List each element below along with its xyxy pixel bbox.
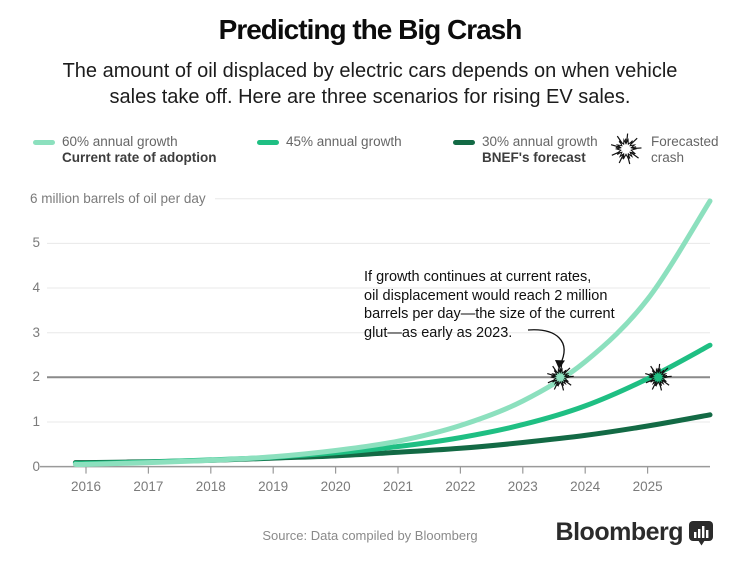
legend-item-30pct: 30% annual growth BNEF's forecast [453, 134, 598, 165]
y-axis-label: 2 [32, 369, 40, 385]
legend-label-60pct: 60% annual growth [62, 134, 178, 149]
x-axis-label: 2025 [632, 479, 663, 494]
legend-sublabel-30pct: BNEF's forecast [482, 149, 586, 165]
series-line-45 [72, 342, 713, 467]
annotation-arrowhead [555, 360, 565, 369]
y-axis-label: 1 [32, 414, 40, 429]
y-axis-label: 6 million barrels of oil per day [30, 190, 206, 206]
legend-swatch-60pct [33, 140, 55, 145]
crash-burst-icon [547, 363, 574, 391]
line-chart: 0 1 2 3 4 5 6 million barrels of oil per day 2… [0, 176, 740, 516]
x-axis-label: 2023 [507, 479, 538, 494]
crash-burst-icon [610, 133, 642, 165]
legend-label-45pct: 45% annual growth [286, 134, 402, 149]
x-axis-label: 2021 [382, 479, 414, 494]
legend-item-crash: Forecasted crash [608, 133, 719, 167]
y-axis-label: 5 [32, 235, 40, 251]
page-title: Predicting the Big Crash [218, 14, 523, 45]
legend-sublabel-60pct: Current rate of adoption [62, 149, 217, 165]
x-axis-label: 2019 [258, 479, 289, 494]
legend-label-crash-2: crash [651, 149, 685, 165]
source-note: Source: Data compiled by Bloomberg [262, 528, 478, 543]
legend-swatch-45pct [257, 140, 279, 145]
bloomberg-logo-text: Bloomberg [555, 518, 684, 546]
annotation-text: If growth continues at current rates, oi… [364, 269, 615, 341]
legend-item-45pct: 45% annual growth [257, 134, 402, 150]
y-axis-label: 3 [32, 324, 40, 340]
series-line-60 [72, 198, 713, 468]
y-axis-label: 4 [32, 280, 40, 295]
legend-label-crash-1: Forecasted [651, 134, 719, 149]
x-axis-label: 2017 [133, 479, 164, 494]
x-axis-label: 2024 [570, 479, 601, 494]
crash-burst-icon [645, 363, 672, 391]
bloomberg-chart-bubble-icon [689, 520, 713, 545]
x-axis-label: 2018 [195, 479, 226, 494]
crash-burst-icon [610, 133, 642, 165]
x-axis-label: 2016 [70, 479, 102, 494]
x-axis-label: 2022 [445, 479, 476, 494]
legend-swatch-30pct [453, 140, 475, 145]
plot-area [40, 198, 713, 474]
legend-label-30pct: 30% annual growth [482, 134, 598, 149]
y-axis-label: 0 [32, 458, 40, 474]
x-axis-label: 2020 [320, 479, 351, 494]
bloomberg-logo: Bloomberg [556, 518, 714, 547]
legend-item-60pct: 60% annual growth Current rate of adopti… [33, 134, 217, 165]
annotation-arrow [527, 329, 565, 366]
page-subtitle: The amount of oil displaced by electric … [62, 60, 678, 108]
